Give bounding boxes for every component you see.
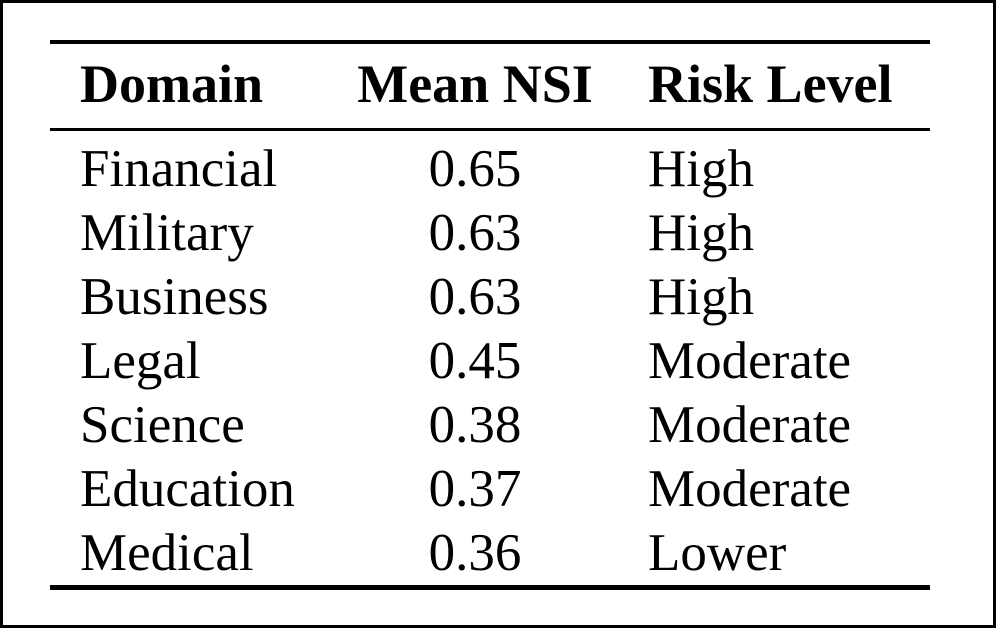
cell-domain: Science [80, 396, 245, 454]
table-row: Science 0.38 Moderate [50, 393, 930, 457]
header-row: Domain Mean NSI Risk Level [50, 42, 930, 130]
col-header-risk-level: Risk Level [648, 54, 893, 114]
cell-mean-nsi: 0.36 [428, 524, 522, 582]
cell-domain: Business [80, 268, 269, 326]
table-row: Medical 0.36 Lower [50, 521, 930, 588]
cell-risk-level: High [648, 204, 754, 262]
table-row: Education 0.37 Moderate [50, 457, 930, 521]
cell-mean-nsi: 0.45 [428, 332, 522, 390]
col-header-mean-nsi: Mean NSI [357, 54, 593, 114]
cell-risk-level: Moderate [648, 460, 852, 518]
nsi-risk-table: Domain Mean NSI Risk Level Financial 0.6… [50, 40, 930, 590]
table-row: Military 0.63 High [50, 201, 930, 265]
cell-mean-nsi: 0.38 [428, 396, 522, 454]
cell-domain: Legal [80, 332, 201, 390]
cell-risk-level: Moderate [648, 396, 852, 454]
table-row: Financial 0.65 High [50, 130, 930, 202]
cell-domain: Education [80, 460, 295, 518]
col-header-domain: Domain [80, 54, 264, 114]
cell-mean-nsi: 0.63 [428, 204, 522, 262]
cell-domain: Military [80, 204, 254, 262]
cell-domain: Financial [80, 140, 278, 198]
cell-risk-level: Moderate [648, 332, 852, 390]
cell-risk-level: High [648, 140, 754, 198]
cell-domain: Medical [80, 524, 254, 582]
cell-mean-nsi: 0.37 [428, 460, 522, 518]
table-row: Legal 0.45 Moderate [50, 329, 930, 393]
table-row: Business 0.63 High [50, 265, 930, 329]
cell-mean-nsi: 0.63 [428, 268, 522, 326]
cell-risk-level: Lower [648, 524, 787, 582]
cell-risk-level: High [648, 268, 754, 326]
cell-mean-nsi: 0.65 [428, 140, 522, 198]
